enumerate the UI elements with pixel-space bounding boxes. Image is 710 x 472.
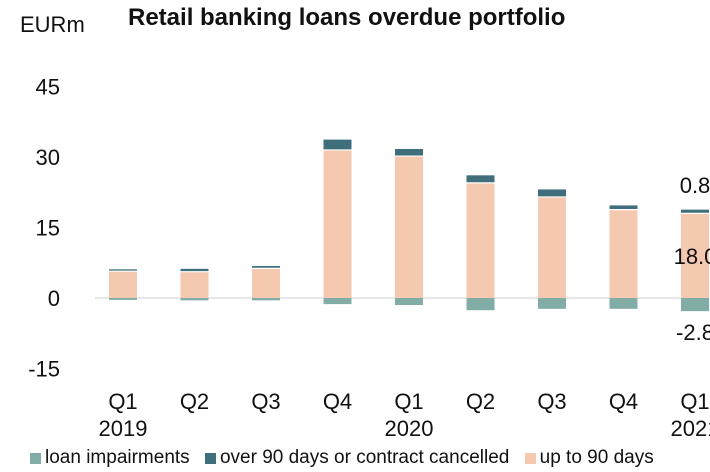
bar-loan-impairments: [681, 298, 709, 312]
bar-up-to-90-days: [109, 271, 137, 298]
x-tick-label: Q4: [609, 389, 638, 414]
data-label: 0.8: [680, 173, 710, 198]
bar-loan-impairments: [538, 298, 566, 309]
bar-up-to-90-days: [252, 268, 280, 298]
data-label: 18.0: [674, 244, 710, 269]
legend-item-loan-impairments: loan impairments: [30, 447, 190, 469]
bar-loan-impairments: [395, 298, 423, 306]
unit-label: EURm: [20, 12, 85, 37]
legend-swatch-over-90-days: [204, 452, 216, 464]
x-year-label: 2021: [671, 416, 710, 440]
bar-over-90-days: [466, 175, 495, 183]
x-tick-label: Q3: [537, 389, 566, 414]
legend-item-up-to-90-days: up to 90 days: [524, 447, 654, 469]
bar-over-90-days: [180, 268, 209, 272]
chart-plot-area: -150153045Q12019Q2Q3Q4Q12020Q2Q3Q4Q12021…: [28, 75, 710, 441]
bar-over-90-days: [395, 149, 423, 157]
chart-title: Retail banking loans overdue portfolio: [128, 4, 566, 31]
bar-up-to-90-days: [609, 209, 638, 298]
x-tick-label: Q4: [323, 389, 352, 414]
bar-loan-impairments: [180, 298, 209, 301]
legend-label-up-to-90-days: up to 90 days: [539, 447, 654, 468]
x-tick-label: Q3: [251, 389, 280, 414]
bar-over-90-days: [538, 189, 566, 197]
bar-loan-impairments: [109, 298, 137, 300]
bar-up-to-90-days: [323, 149, 352, 298]
bar-over-90-days: [323, 139, 352, 150]
bar-up-to-90-days: [395, 156, 423, 298]
y-tick-label: 45: [36, 75, 60, 100]
x-tick-label: Q1: [394, 389, 423, 414]
bar-loan-impairments: [609, 298, 638, 309]
x-tick-label: Q1: [680, 389, 709, 414]
y-tick-label: 0: [48, 286, 60, 311]
legend-label-loan-impairments: loan impairments: [45, 447, 190, 468]
legend-label-over-90-days: over 90 days or contract cancelled: [219, 447, 510, 468]
x-tick-label: Q1: [108, 389, 137, 414]
y-tick-label: 15: [36, 216, 60, 241]
bar-over-90-days: [252, 266, 280, 269]
x-year-label: 2020: [385, 416, 434, 440]
bar-over-90-days: [681, 209, 709, 214]
chart-legend: loan impairments over 90 days or contrac…: [30, 447, 664, 470]
bar-up-to-90-days: [180, 271, 209, 298]
bar-over-90-days: [609, 205, 638, 210]
y-tick-label: 30: [36, 145, 60, 170]
x-tick-label: Q2: [466, 389, 495, 414]
bar-up-to-90-days: [466, 182, 495, 298]
bar-over-90-days: [109, 269, 137, 272]
bar-loan-impairments: [252, 298, 280, 301]
bar-up-to-90-days: [681, 213, 709, 298]
legend-swatch-up-to-90-days: [524, 452, 536, 464]
y-tick-label: -15: [28, 357, 60, 382]
legend-swatch-loan-impairments: [30, 452, 41, 464]
x-tick-label: Q2: [180, 389, 209, 414]
bar-loan-impairments: [323, 298, 352, 305]
bar-loan-impairments: [466, 298, 495, 311]
data-label: -2.8: [676, 320, 710, 345]
legend-item-over-90-days: over 90 days or contract cancelled: [204, 447, 510, 469]
x-year-label: 2019: [99, 416, 148, 440]
bar-up-to-90-days: [538, 196, 566, 298]
